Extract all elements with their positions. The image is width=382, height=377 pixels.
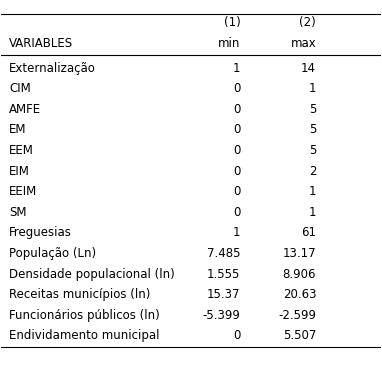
Text: VARIABLES: VARIABLES (9, 37, 73, 50)
Text: 1.555: 1.555 (207, 268, 240, 280)
Text: max: max (290, 37, 316, 50)
Text: 0: 0 (233, 123, 240, 136)
Text: 0: 0 (233, 82, 240, 95)
Text: 1: 1 (233, 226, 240, 239)
Text: 5: 5 (309, 144, 316, 157)
Text: 5.507: 5.507 (283, 329, 316, 342)
Text: 5: 5 (309, 103, 316, 116)
Text: 20.63: 20.63 (283, 288, 316, 301)
Text: (1): (1) (223, 17, 240, 29)
Text: 15.37: 15.37 (207, 288, 240, 301)
Text: 7.485: 7.485 (207, 247, 240, 260)
Text: População (Ln): População (Ln) (9, 247, 96, 260)
Text: min: min (218, 37, 240, 50)
Text: EEIM: EEIM (9, 185, 37, 198)
Text: 14: 14 (301, 62, 316, 75)
Text: Freguesias: Freguesias (9, 226, 72, 239)
Text: AMFE: AMFE (9, 103, 41, 116)
Text: 0: 0 (233, 103, 240, 116)
Text: Funcionários públicos (ln): Funcionários públicos (ln) (9, 309, 160, 322)
Text: EIM: EIM (9, 165, 30, 178)
Text: 61: 61 (301, 226, 316, 239)
Text: (2): (2) (299, 17, 316, 29)
Text: EEM: EEM (9, 144, 34, 157)
Text: Densidade populacional (ln): Densidade populacional (ln) (9, 268, 175, 280)
Text: 0: 0 (233, 165, 240, 178)
Text: 13.17: 13.17 (283, 247, 316, 260)
Text: 1: 1 (233, 62, 240, 75)
Text: 2: 2 (309, 165, 316, 178)
Text: 1: 1 (309, 82, 316, 95)
Text: -2.599: -2.599 (278, 309, 316, 322)
Text: -5.399: -5.399 (202, 309, 240, 322)
Text: Receitas municípios (ln): Receitas municípios (ln) (9, 288, 151, 301)
Text: 0: 0 (233, 206, 240, 219)
Text: 5: 5 (309, 123, 316, 136)
Text: 8.906: 8.906 (283, 268, 316, 280)
Text: EM: EM (9, 123, 26, 136)
Text: 1: 1 (309, 206, 316, 219)
Text: 1: 1 (309, 185, 316, 198)
Text: Externalização: Externalização (9, 62, 96, 75)
Text: 0: 0 (233, 185, 240, 198)
Text: 0: 0 (233, 144, 240, 157)
Text: 0: 0 (233, 329, 240, 342)
Text: CIM: CIM (9, 82, 31, 95)
Text: SM: SM (9, 206, 26, 219)
Text: Endividamento municipal: Endividamento municipal (9, 329, 159, 342)
